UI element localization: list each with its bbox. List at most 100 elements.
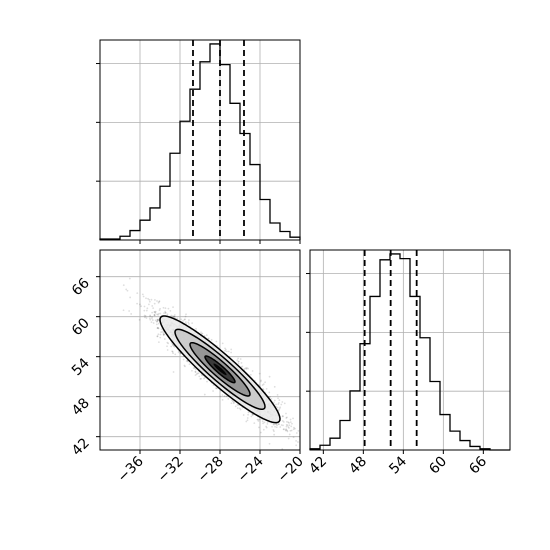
sample-point (237, 357, 240, 360)
sample-point (195, 327, 197, 330)
sample-point (273, 399, 276, 402)
sample-point (157, 312, 160, 315)
sample-point (236, 407, 239, 410)
sample-point (145, 317, 148, 319)
sample-point (215, 387, 217, 390)
density-peak (213, 363, 227, 376)
sample-point (149, 314, 152, 317)
sample-point (265, 426, 268, 429)
contour-line (204, 355, 236, 384)
sample-point (195, 373, 198, 376)
contour-line (174, 328, 266, 411)
sample-point (261, 384, 264, 386)
sample-point (98, 264, 100, 266)
marginal-histogram-param2: 42 48 54 60 66 (306, 249, 511, 478)
sample-point (163, 333, 166, 336)
sample-point (200, 377, 203, 380)
x-tick-label: 42 (306, 454, 330, 478)
sample-point (227, 350, 230, 353)
sample-point (148, 300, 151, 303)
sample-point (245, 420, 248, 423)
sample-point (187, 360, 189, 363)
sample-point (156, 335, 159, 338)
sample-point (227, 398, 230, 400)
sample-point (266, 422, 269, 425)
sample-point (157, 318, 160, 321)
sample-point (199, 378, 202, 380)
sample-point (152, 322, 155, 324)
sample-point (262, 383, 265, 385)
sample-point (156, 300, 158, 302)
sample-point (272, 428, 275, 431)
sample-point (156, 327, 159, 329)
sample-point (225, 350, 228, 353)
sample-point (164, 311, 167, 314)
sample-point (184, 318, 186, 321)
sample-point (224, 349, 226, 352)
sample-point (140, 305, 143, 308)
sample-point (172, 371, 175, 373)
sample-point (162, 333, 165, 335)
sample-point (174, 353, 177, 356)
contour-line (189, 341, 251, 397)
sample-point (303, 449, 305, 451)
x-tick-label: 66 (466, 453, 490, 477)
sample-point (271, 425, 273, 428)
sample-point (280, 424, 283, 426)
sample-point (230, 402, 233, 405)
sample-point (315, 444, 317, 446)
sample-point (156, 319, 159, 321)
sample-point (223, 395, 226, 397)
x-tick-label: −36 (115, 453, 147, 485)
sample-point (277, 403, 280, 406)
sample-point (156, 326, 159, 329)
sample-point (157, 322, 160, 325)
sample-point (274, 423, 277, 425)
sample-point (201, 332, 204, 335)
sample-point (128, 277, 131, 280)
sample-point (285, 428, 287, 431)
sample-point (256, 418, 259, 421)
sample-point (191, 369, 193, 372)
sample-point (231, 400, 234, 403)
sample-point (284, 429, 287, 432)
sample-point (169, 310, 172, 312)
sample-point (160, 328, 163, 331)
sample-point (278, 399, 281, 401)
sample-point (246, 417, 249, 419)
sample-point (155, 323, 158, 326)
sample-point (277, 402, 280, 404)
sample-point (143, 314, 146, 317)
sample-point (221, 394, 224, 396)
sample-point (230, 348, 233, 351)
sample-point (156, 313, 158, 316)
sample-point (295, 444, 298, 447)
sample-point (237, 360, 240, 363)
sample-point (291, 422, 293, 425)
marginal-histogram-param1 (96, 39, 301, 244)
sample-point (163, 338, 166, 340)
sample-point (251, 414, 254, 416)
sample-point (285, 425, 288, 428)
sample-point (197, 372, 200, 375)
sample-point (172, 315, 174, 317)
sample-point (206, 380, 208, 383)
sample-point (273, 433, 276, 436)
sample-point (263, 421, 266, 424)
sample-point (294, 427, 296, 430)
sample-point (239, 408, 242, 411)
sample-point (156, 318, 159, 321)
sample-point (177, 351, 180, 354)
sample-point (183, 364, 186, 367)
x-tick-label: 60 (426, 454, 450, 478)
sample-point (232, 402, 235, 405)
sample-point (288, 427, 290, 429)
sample-point (297, 441, 299, 443)
sample-point (194, 374, 197, 377)
sample-point (275, 426, 278, 429)
sample-point (130, 313, 133, 315)
sample-point (170, 345, 173, 348)
sample-point (242, 414, 245, 416)
sample-point (150, 321, 153, 324)
